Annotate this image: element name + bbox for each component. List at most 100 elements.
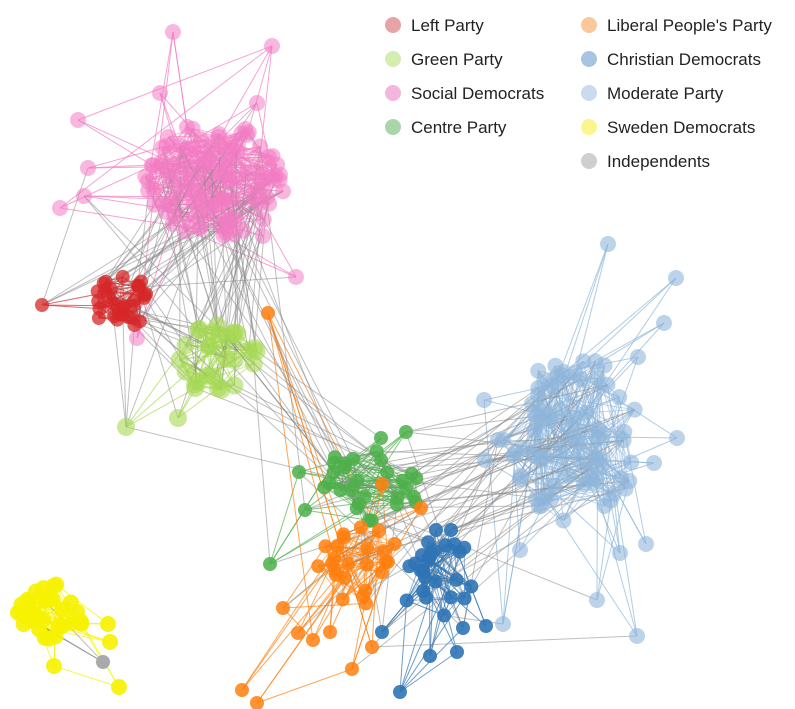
social-democrats-node xyxy=(143,157,160,174)
cross-party-edge xyxy=(333,458,541,473)
left-party-edge xyxy=(41,304,100,310)
sweden-democrats-node xyxy=(46,658,62,674)
cross-party-edge xyxy=(138,286,179,419)
liberal-peoples-party-edge xyxy=(297,557,335,634)
moderate-party-node xyxy=(588,471,605,488)
moderate-party-node xyxy=(565,428,582,445)
legend-marker-centre-party xyxy=(385,119,401,135)
legend-label-left-party: Left Party xyxy=(411,16,484,35)
moderate-party-node xyxy=(477,452,493,468)
centre-party-edge xyxy=(269,480,404,565)
liberal-peoples-party-node xyxy=(235,683,249,697)
moderate-party-node xyxy=(526,447,543,464)
liberal-peoples-party-node xyxy=(341,556,356,571)
christian-democrats-node xyxy=(393,685,407,699)
cross-party-edge xyxy=(405,431,561,452)
moderate-party-edge xyxy=(575,243,609,373)
liberal-peoples-party-edge xyxy=(267,312,335,559)
social-democrats-node xyxy=(275,183,292,200)
green-party-node xyxy=(212,380,231,399)
cross-party-edge xyxy=(435,459,579,531)
moderate-party-node xyxy=(530,362,547,379)
centre-party-node xyxy=(337,460,352,475)
moderate-party-edge xyxy=(580,378,632,463)
cross-party-edge xyxy=(413,439,504,498)
legend-label-green-party: Green Party xyxy=(411,50,503,69)
liberal-peoples-party-node xyxy=(359,557,374,572)
liberal-peoples-party-node xyxy=(353,520,368,535)
cross-party-edge xyxy=(422,480,630,592)
sweden-democrats-node xyxy=(100,616,116,632)
left-party-node xyxy=(115,269,130,284)
christian-democrats-node xyxy=(437,608,452,623)
liberal-peoples-party-node xyxy=(375,477,389,491)
centre-party-node xyxy=(333,483,348,498)
cross-party-edge xyxy=(226,219,366,497)
social-democrats-node xyxy=(160,129,177,146)
liberal-peoples-party-node xyxy=(358,596,373,611)
liberal-peoples-party-node xyxy=(387,536,402,551)
moderate-party-node xyxy=(656,315,672,331)
cross-party-edge xyxy=(83,195,210,347)
centre-party-node xyxy=(395,473,410,488)
social-democrats-node xyxy=(166,208,183,225)
social-democrats-edge xyxy=(77,45,273,121)
social-democrats-node xyxy=(76,188,92,204)
centre-party-node xyxy=(292,465,306,479)
christian-democrats-node xyxy=(464,579,479,594)
moderate-party-edge xyxy=(596,480,630,601)
liberal-peoples-party-node xyxy=(371,523,386,538)
liberal-peoples-party-node xyxy=(358,583,373,598)
legend-marker-moderate-party xyxy=(581,85,597,101)
liberal-peoples-party-edge xyxy=(297,577,346,634)
liberal-peoples-party-edge xyxy=(267,312,373,648)
social-democrats-node xyxy=(249,95,265,111)
moderate-party-edge xyxy=(497,439,580,443)
liberal-peoples-party-node xyxy=(324,556,339,571)
christian-democrats-node xyxy=(444,523,458,537)
social-democrats-node xyxy=(215,140,232,157)
cross-party-edge xyxy=(253,363,271,565)
centre-party-node xyxy=(409,471,424,486)
liberal-peoples-party-node xyxy=(414,501,428,515)
social-democrats-node xyxy=(215,227,232,244)
social-democrats-node xyxy=(260,148,277,165)
christian-democrats-node xyxy=(449,572,464,587)
social-democrats-node xyxy=(206,197,223,214)
social-democrats-node xyxy=(129,330,145,346)
cross-party-edge xyxy=(470,361,596,587)
cross-party-edge xyxy=(343,409,635,535)
liberal-peoples-party-edge xyxy=(256,668,353,704)
cross-party-edge xyxy=(356,505,542,509)
liberal-peoples-party-node xyxy=(335,592,350,607)
cross-party-edge xyxy=(174,215,358,481)
liberal-peoples-party-edge xyxy=(342,550,384,600)
left-party-node xyxy=(110,312,125,327)
legend-label-independents: Independents xyxy=(607,152,710,171)
legend-marker-sweden-democrats xyxy=(581,119,597,135)
legend-item-centre-party: Centre Party xyxy=(385,118,507,137)
cross-party-edge xyxy=(415,403,533,479)
liberal-peoples-party-node xyxy=(250,696,264,709)
cross-party-edge xyxy=(41,230,186,306)
moderate-party-node xyxy=(596,497,613,514)
christian-democrats-node xyxy=(479,619,493,633)
legend-marker-christian-democrats xyxy=(581,51,597,67)
legend-item-left-party: Left Party xyxy=(385,16,484,35)
network-nodes xyxy=(10,24,685,709)
moderate-party-node xyxy=(596,357,613,374)
social-democrats-edge xyxy=(246,45,273,135)
legend-marker-social-democrats xyxy=(385,85,401,101)
legend: Left Party Green Party Social Democrats … xyxy=(385,16,772,171)
green-party-node xyxy=(208,316,227,335)
cross-party-edge xyxy=(444,614,504,625)
christian-democrats-node xyxy=(457,540,472,555)
liberal-peoples-party-node xyxy=(261,306,275,320)
moderate-party-node xyxy=(630,349,646,365)
sweden-democrats-node xyxy=(62,594,79,611)
moderate-party-node xyxy=(570,451,587,468)
green-party-node xyxy=(189,321,208,340)
moderate-party-node xyxy=(505,447,522,464)
legend-item-liberal-peoples-party: Liberal People's Party xyxy=(581,16,772,35)
legend-label-centre-party: Centre Party xyxy=(411,118,507,137)
